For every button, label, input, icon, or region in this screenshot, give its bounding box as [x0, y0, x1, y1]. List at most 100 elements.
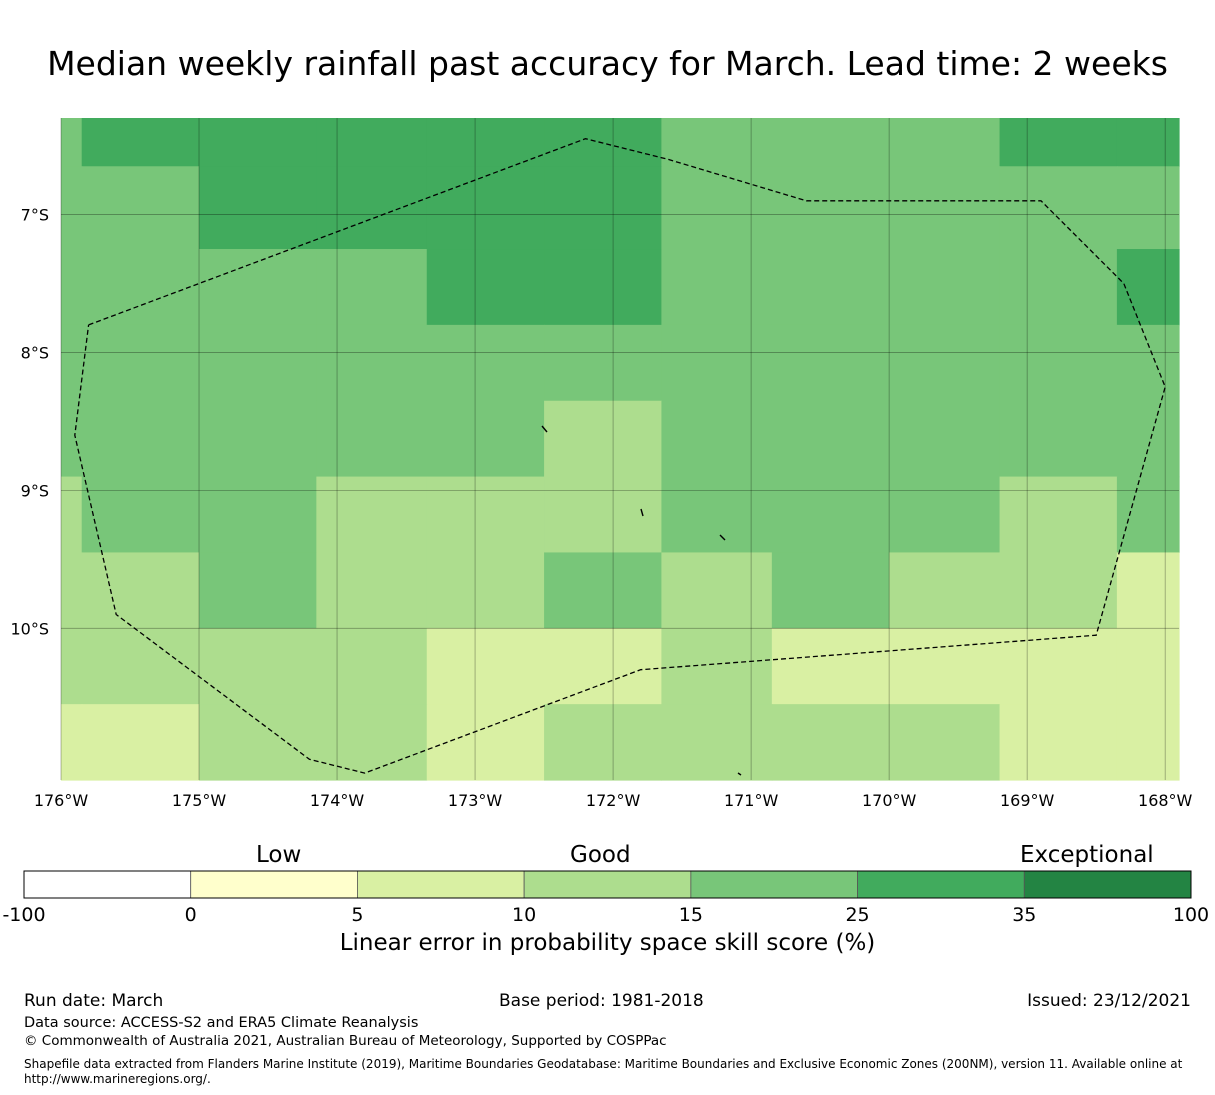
- grid-cell: [316, 324, 428, 402]
- grid-cell: [199, 324, 317, 402]
- grid-cell: [889, 118, 1001, 167]
- run-date: Run date: March: [24, 991, 164, 1011]
- colorbar-segment: [690, 870, 858, 899]
- grid-cell: [999, 400, 1118, 478]
- grid-cell: [1116, 249, 1180, 326]
- colorbar-tick-labels: -100 0 5 10 15 25 35 100: [2, 904, 1209, 926]
- grid-cell: [544, 324, 663, 402]
- grid-cell: [316, 400, 428, 478]
- longitude-label: 175°W: [172, 791, 227, 810]
- grid-cell: [81, 628, 200, 705]
- grid-cell: [1116, 400, 1180, 478]
- grid-cell: [661, 166, 773, 250]
- colorbar-label-low: Low: [256, 842, 302, 868]
- grid-cell: [889, 324, 1001, 402]
- grid-cell: [999, 704, 1118, 781]
- grid-cell: [61, 628, 83, 705]
- colorbar-tick-label: 100: [1173, 904, 1209, 926]
- grid-cell: [199, 118, 317, 167]
- grid-cell: [61, 166, 83, 250]
- grid-cell: [61, 118, 83, 167]
- grid-cell: [81, 704, 200, 781]
- grid-cell: [544, 400, 663, 478]
- longitude-label: 174°W: [310, 791, 365, 810]
- grid-cell: [81, 400, 200, 478]
- longitude-label: 172°W: [586, 791, 641, 810]
- grid-cell: [661, 118, 773, 167]
- grid-cell: [544, 552, 663, 629]
- grid-cell: [889, 249, 1001, 326]
- grid-cell: [889, 628, 1001, 705]
- colorbar-label-good: Good: [570, 842, 631, 868]
- grid-cell: [661, 249, 773, 326]
- grid-cell: [544, 249, 663, 326]
- longitude-labels: 176°W 175°W 174°W 173°W 172°W 171°W 170°W 169°W…: [34, 791, 1193, 810]
- grid-cell: [544, 704, 663, 781]
- grid-cell: [1116, 704, 1180, 781]
- grid-cell: [661, 552, 773, 629]
- grid-cell: [999, 118, 1118, 167]
- grid-cell: [61, 704, 83, 781]
- grid-cell: [661, 704, 773, 781]
- grid-cell: [199, 552, 317, 629]
- grid-cell: [316, 628, 428, 705]
- latitude-labels: 7°S 8°S 9°S 10°S: [10, 206, 49, 639]
- map-figure: 176°W 175°W 174°W 173°W 172°W 171°W 170°W 169°W…: [2, 118, 1209, 926]
- copyright: © Commonwealth of Australia 2021, Austra…: [24, 1033, 667, 1049]
- grid-cell: [81, 249, 200, 326]
- grid-cell: [316, 166, 428, 250]
- grid-cell: [544, 476, 663, 554]
- grid-cell: [316, 249, 428, 326]
- grid-cell: [61, 249, 83, 326]
- grid-cell: [1116, 476, 1180, 554]
- colorbar-label-exceptional: Exceptional: [1020, 842, 1154, 868]
- issued-date: Issued: 23/12/2021: [1027, 991, 1191, 1011]
- longitude-label: 171°W: [724, 791, 779, 810]
- grid-cell: [999, 166, 1118, 250]
- colorbar-tick-label: 5: [351, 904, 363, 926]
- grid-cell: [61, 476, 83, 554]
- longitude-label: 173°W: [448, 791, 503, 810]
- grid-cell: [771, 118, 890, 167]
- grid-cell: [771, 400, 890, 478]
- grid-cell: [661, 476, 773, 554]
- grid-cell: [426, 704, 545, 781]
- longitude-label: 176°W: [34, 791, 89, 810]
- grid-cell: [426, 552, 545, 629]
- grid-cell: [81, 118, 200, 167]
- gridlines: [60, 118, 1179, 780]
- grid-cell: [81, 552, 200, 629]
- data-source: Data source: ACCESS-S2 and ERA5 Climate …: [24, 1015, 419, 1031]
- grid-cell: [999, 324, 1118, 402]
- colorbar-title: Linear error in probability space skill …: [339, 930, 876, 956]
- grid-cell: [661, 324, 773, 402]
- eez-boundary: [74, 138, 1166, 774]
- grid-cell: [316, 704, 428, 781]
- grid-cell: [771, 628, 890, 705]
- grid-cell: [199, 628, 317, 705]
- latitude-label: 8°S: [21, 343, 49, 362]
- shapefile-credit: Shapefile data extracted from Flanders M…: [24, 1057, 1183, 1086]
- grid-cell: [661, 400, 773, 478]
- colorbar-tick-label: 0: [185, 904, 197, 926]
- colorbar-tick-label: -100: [2, 904, 45, 926]
- grid-cell: [1116, 324, 1180, 402]
- grid-cell: [999, 552, 1118, 629]
- grid-cell: [771, 552, 890, 629]
- grid-cell: [1116, 628, 1180, 705]
- grid-cell: [426, 249, 545, 326]
- islands: [541, 425, 742, 776]
- colorbar-segment: [857, 870, 1025, 899]
- colorbar-segment: [357, 870, 525, 899]
- longitude-label: 169°W: [1000, 791, 1055, 810]
- grid-cell: [316, 552, 428, 629]
- grid-cell: [889, 476, 1001, 554]
- base-period: Base period: 1981-2018: [499, 991, 704, 1011]
- colorbar-segment: [23, 870, 192, 899]
- grid-cell: [771, 476, 890, 554]
- skill-grid: [61, 118, 1180, 781]
- colorbar-tick-label: 10: [512, 904, 536, 926]
- colorbar-segment: [190, 870, 358, 899]
- latitude-label: 10°S: [10, 619, 49, 638]
- grid-cell: [199, 400, 317, 478]
